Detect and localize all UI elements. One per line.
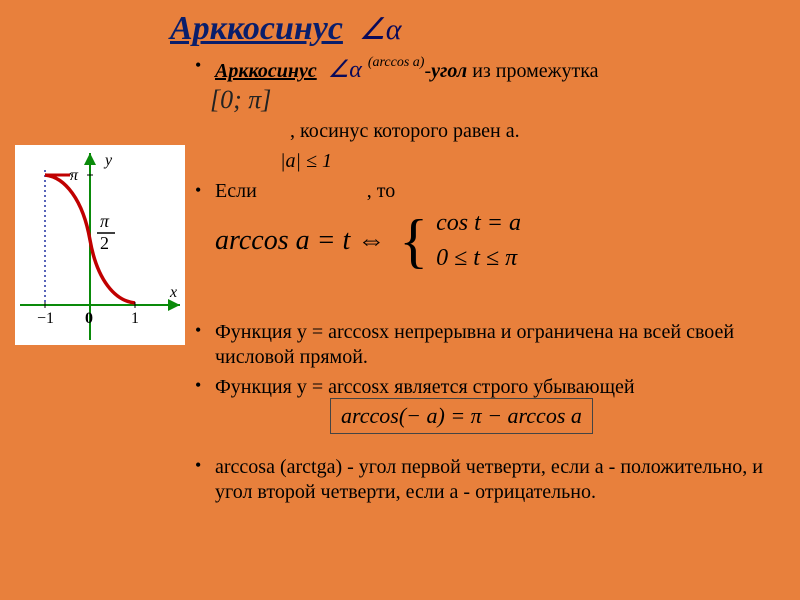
abs-condition: |a| ≤ 1 [280, 150, 332, 173]
equivalence-block: arccos a = t ⇔ { cos t = a 0 ≤ t ≤ π [215, 210, 521, 272]
brace-icon: { [399, 214, 428, 268]
if-then-line: Если , то [215, 180, 395, 203]
angle-symbol-inline: ∠α [328, 57, 362, 83]
def-tail: из промежутка [467, 60, 598, 82]
xtick-1: 1 [131, 310, 139, 327]
bullet-icon: • [195, 180, 201, 201]
decreasing-statement: Функция y = arccosx является строго убыв… [215, 375, 800, 400]
x-label: x [169, 284, 177, 301]
arccos-graph: y x π π 2 −1 0 1 [15, 145, 185, 345]
if-word: Если [215, 180, 257, 202]
xtick-neg1: −1 [37, 310, 54, 327]
system-line-1: cos t = a [436, 210, 521, 237]
def-lead: Арккосинус [215, 60, 317, 82]
then-word: , то [367, 180, 395, 202]
graph-svg: y x π π 2 −1 0 1 [15, 145, 185, 345]
xtick-0: 0 [85, 310, 93, 327]
angle-symbol: ∠α [359, 12, 402, 47]
system-line-2: 0 ≤ t ≤ π [436, 245, 521, 272]
equiv-left: arccos a = t ⇔ [215, 225, 385, 257]
bullet-icon: • [195, 55, 201, 76]
bullet-icon: • [195, 455, 201, 476]
pi2-top: π [100, 211, 110, 231]
system-block: cos t = a 0 ≤ t ≤ π [436, 210, 521, 272]
y-label: y [103, 152, 113, 169]
continuous-statement: Функция y = arccosx непрерывна и огранич… [215, 320, 800, 370]
page-title: Арккосинус [170, 10, 343, 48]
arccos-label: (arccos a) [368, 55, 425, 70]
cosine-line: , косинус которого равен а. [290, 120, 520, 143]
interval-label: [0; π] [210, 85, 271, 115]
bullet-icon: • [195, 320, 201, 341]
ugol-word: угол [431, 60, 467, 82]
bullet-icon: • [195, 375, 201, 396]
boxed-formula: arccos(− a) = π − arccos a [330, 398, 593, 434]
pi2-bot: 2 [100, 233, 109, 253]
definition-line: Арккосинус ∠α(arccos a)-угол из промежут… [215, 55, 599, 84]
quadrant-statement: arccosa (arctga) - угол первой четверти,… [215, 455, 800, 505]
